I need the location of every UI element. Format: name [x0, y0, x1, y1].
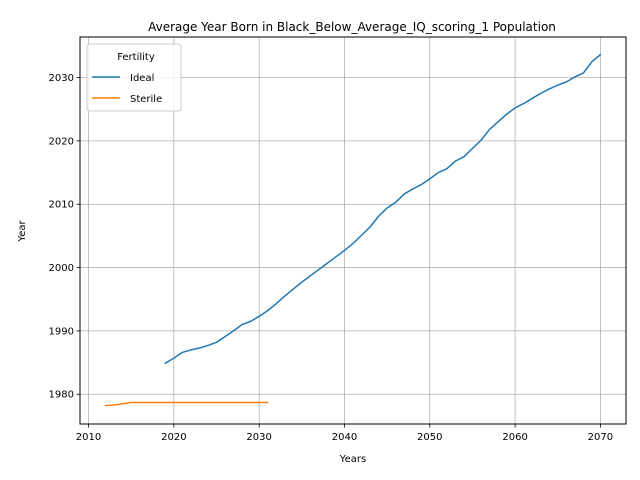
x-tick-label: 2060	[502, 432, 527, 443]
y-tick-label: 1990	[49, 326, 74, 337]
legend: Fertility Ideal Sterile	[86, 43, 182, 112]
y-tick-label: 2030	[49, 73, 74, 84]
series-line-sterile	[104, 401, 269, 407]
x-tick-label: 2040	[332, 432, 357, 443]
series-line-ideal	[164, 53, 602, 365]
legend-title: Fertility	[117, 52, 155, 63]
x-tick-label: 2010	[76, 432, 101, 443]
plot-frame	[79, 36, 627, 425]
chart-title: Average Year Born in Black_Below_Average…	[148, 20, 556, 34]
legend-label-ideal: Ideal	[130, 73, 154, 84]
x-axis-label: Years	[339, 454, 366, 465]
y-tick-label: 1980	[49, 390, 74, 401]
x-tick-label: 2020	[161, 432, 186, 443]
y-tick-label: 2010	[49, 200, 74, 211]
y-tick-label: 2020	[49, 136, 74, 147]
x-tick-label: 2070	[588, 432, 613, 443]
x-tick-label: 2030	[246, 432, 271, 443]
y-tick-label: 2000	[49, 263, 74, 274]
legend-label-sterile: Sterile	[130, 94, 162, 105]
series-layer	[104, 53, 602, 407]
x-tick-label: 2050	[417, 432, 442, 443]
legend-box	[86, 43, 182, 112]
axis-ticks: 2010 2020 2030 2040 2050 2060 2070 1980 1990 2000…	[49, 73, 614, 443]
grid-lines	[80, 37, 626, 424]
y-axis-label: Year	[17, 220, 28, 243]
